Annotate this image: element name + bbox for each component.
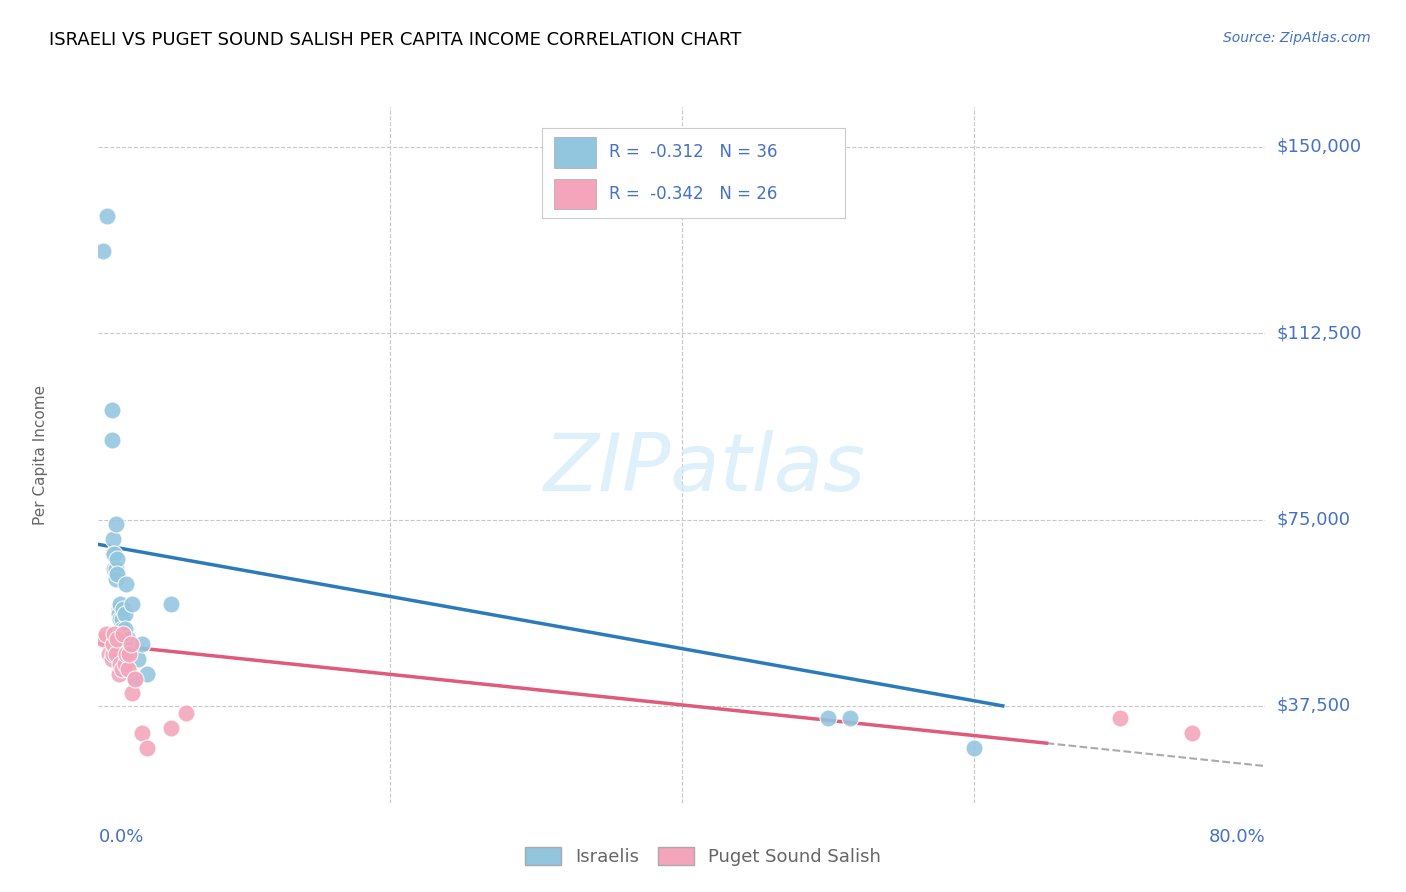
Point <box>110 612 132 626</box>
Point <box>115 647 138 661</box>
Text: Source: ZipAtlas.com: Source: ZipAtlas.com <box>1223 31 1371 45</box>
Point <box>100 403 122 417</box>
Point <box>101 547 124 561</box>
Point <box>101 533 124 547</box>
Point <box>120 637 142 651</box>
Text: ISRAELI VS PUGET SOUND SALISH PER CAPITA INCOME CORRELATION CHART: ISRAELI VS PUGET SOUND SALISH PER CAPITA… <box>49 31 741 49</box>
Bar <box>554 178 596 210</box>
Text: R =  -0.342   N = 26: R = -0.342 N = 26 <box>609 185 778 203</box>
Point <box>127 651 149 665</box>
Point <box>101 647 124 661</box>
Point <box>112 627 135 641</box>
Point <box>97 647 120 661</box>
Point <box>124 672 146 686</box>
Text: ZIPatlas: ZIPatlas <box>544 430 866 508</box>
Point <box>100 651 122 665</box>
Point <box>121 597 143 611</box>
Point <box>111 612 134 626</box>
Text: Per Capita Income: Per Capita Income <box>32 384 48 525</box>
Point <box>111 622 134 636</box>
Point <box>1181 726 1204 740</box>
Point <box>104 572 127 586</box>
Point <box>100 433 122 447</box>
Point <box>108 666 131 681</box>
Point <box>105 567 128 582</box>
Point <box>114 657 136 671</box>
Point <box>838 711 860 725</box>
Point <box>131 726 153 740</box>
Point <box>103 562 125 576</box>
Point <box>135 666 157 681</box>
Point <box>96 210 118 224</box>
Point <box>114 607 136 621</box>
Point <box>101 637 124 651</box>
Point <box>117 662 139 676</box>
Point <box>112 602 135 616</box>
Point <box>115 637 138 651</box>
Point <box>110 597 132 611</box>
Text: $150,000: $150,000 <box>1277 137 1361 156</box>
Point <box>105 552 128 566</box>
Point <box>105 632 128 646</box>
Point <box>118 641 141 656</box>
Text: 0.0%: 0.0% <box>98 828 143 846</box>
Point <box>111 662 134 676</box>
Point <box>103 627 125 641</box>
Point <box>118 647 141 661</box>
Text: $112,500: $112,500 <box>1277 324 1362 343</box>
Point <box>91 244 114 259</box>
Point <box>114 622 136 636</box>
Point <box>103 547 125 561</box>
Point <box>115 577 138 591</box>
Point <box>817 711 839 725</box>
Legend: Israelis, Puget Sound Salish: Israelis, Puget Sound Salish <box>517 839 889 873</box>
Point <box>174 706 197 721</box>
Text: $75,000: $75,000 <box>1277 510 1351 529</box>
Point <box>117 632 139 646</box>
Text: 80.0%: 80.0% <box>1209 828 1265 846</box>
Bar <box>554 137 596 168</box>
Point <box>160 597 183 611</box>
Point <box>1108 711 1130 725</box>
Text: $37,500: $37,500 <box>1277 697 1351 714</box>
Point <box>160 721 183 735</box>
Point <box>91 632 114 646</box>
Point <box>104 562 127 576</box>
Point <box>110 657 132 671</box>
Point <box>131 637 153 651</box>
Point <box>962 741 984 756</box>
Point <box>135 741 157 756</box>
Point <box>121 686 143 700</box>
Point <box>124 672 146 686</box>
Point <box>108 607 131 621</box>
Text: R =  -0.312   N = 36: R = -0.312 N = 36 <box>609 144 778 161</box>
Point <box>94 627 117 641</box>
Point <box>104 517 127 532</box>
Point <box>104 647 127 661</box>
Point <box>108 602 131 616</box>
